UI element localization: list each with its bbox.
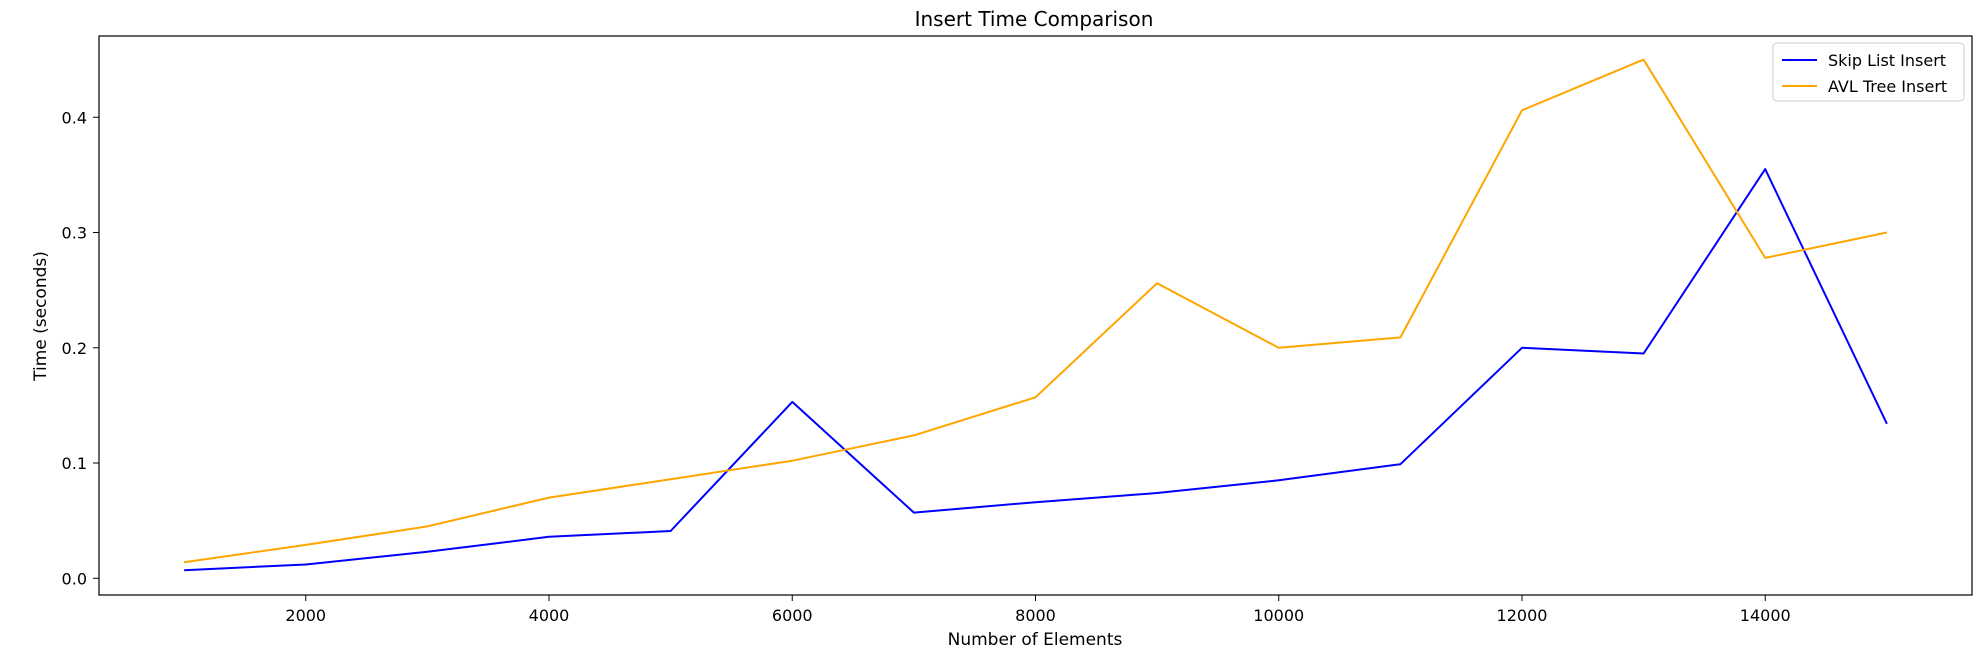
series-lines [183,58,1888,572]
x-tick-label: 4000 [529,606,570,625]
y-axis-ticks: 0.0 0.1 0.2 0.3 0.4 [62,108,99,588]
plot-frame [98,35,1973,596]
legend-label-avl-tree: AVL Tree Insert [1828,77,1947,96]
legend-label-skip-list: Skip List Insert [1828,51,1946,70]
y-tick-label: 0.1 [62,454,87,473]
y-tick-label: 0.0 [62,569,87,588]
legend: Skip List Insert AVL Tree Insert [1772,42,1965,102]
y-tick-label: 0.4 [62,108,87,127]
legend-box [1772,42,1965,102]
x-tick-label: 12000 [1497,606,1548,625]
x-tick-label: 6000 [772,606,813,625]
y-axis-label: Time (seconds) [31,251,51,382]
x-tick-label: 10000 [1253,606,1304,625]
x-tick-label: 8000 [1015,606,1056,625]
x-axis-ticks: 2000 4000 6000 8000 10000 12000 14000 [285,595,1791,625]
chart-title: Insert Time Comparison [915,7,1154,31]
x-axis-label: Number of Elements [948,630,1123,650]
y-tick-label: 0.3 [62,224,87,243]
x-tick-label: 2000 [285,606,326,625]
plot-area [99,36,1972,595]
x-tick-label: 14000 [1740,606,1791,625]
series-line-avl-tree [183,58,1888,564]
y-tick-label: 0.2 [62,339,87,358]
series-line-skip-list [184,168,1888,572]
